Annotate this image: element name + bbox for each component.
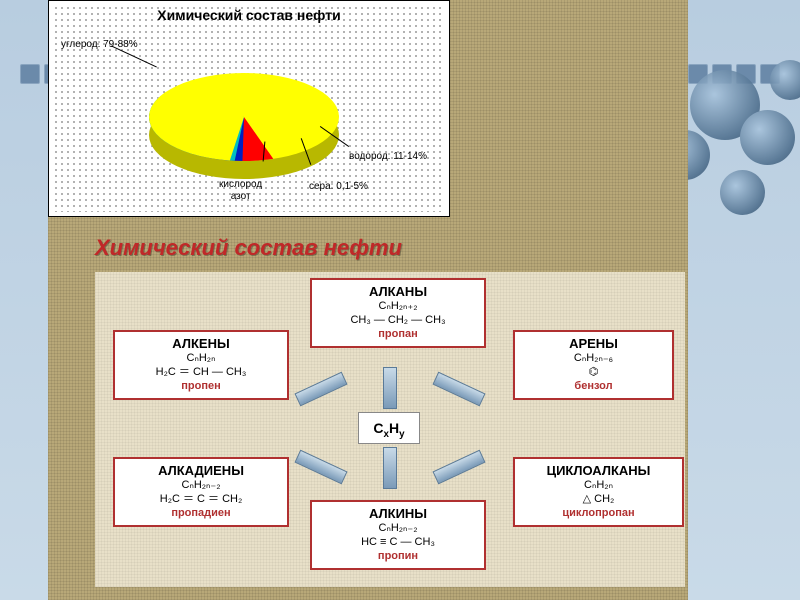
card-example: ⌬: [521, 366, 666, 380]
card-species: пропадиен: [121, 507, 281, 521]
arrow-dr: [432, 450, 485, 485]
card-example: HC ≡ C — CH₃: [318, 536, 478, 550]
pie-title: Химический состав нефти: [49, 7, 449, 23]
card-alkenes: АЛКЕНЫCₙH₂ₙH₂C ＝ CH — CH₃пропен: [113, 330, 289, 400]
card-name: АРЕНЫ: [521, 336, 666, 352]
arrow-down: [383, 447, 397, 489]
card-alkadienes: АЛКАДИЕНЫCₙH₂ₙ₋₂H₂C ＝ C ＝ CH₂пропадиен: [113, 457, 289, 527]
card-example: H₂C ＝ CH — CH₃: [121, 366, 281, 380]
hydrocarbon-diagram: CxHy АЛКАНЫCₙH₂ₙ₊₂CH₃ — CH₂ — CH₃пропанА…: [95, 272, 685, 587]
arrow-ul: [294, 372, 347, 407]
card-name: АЛКАНЫ: [318, 284, 478, 300]
pie-3d: [149, 61, 339, 171]
card-species: пропан: [318, 328, 478, 342]
arrow-dl: [294, 450, 347, 485]
card-name: АЛКИНЫ: [318, 506, 478, 522]
card-formula: CₙH₂ₙ₋₂: [318, 522, 478, 536]
card-name: ЦИКЛОАЛКАНЫ: [521, 463, 676, 479]
card-formula: CₙH₂ₙ: [521, 479, 676, 493]
card-formula: CₙH₂ₙ₊₂: [318, 300, 478, 314]
card-example: △ CH₂: [521, 493, 676, 507]
card-name: АЛКЕНЫ: [121, 336, 281, 352]
card-formula: CₙH₂ₙ₋₆: [521, 352, 666, 366]
center-formula: CxHy: [358, 412, 420, 444]
label-carbon: углерод: 79-88%: [61, 39, 138, 51]
card-species: циклопропан: [521, 507, 676, 521]
card-alkynes: АЛКИНЫCₙH₂ₙ₋₂HC ≡ C — CH₃пропин: [310, 500, 486, 570]
card-cycloalkanes: ЦИКЛОАЛКАНЫCₙH₂ₙ△ CH₂циклопропан: [513, 457, 684, 527]
card-arenes: АРЕНЫCₙH₂ₙ₋₆⌬бензол: [513, 330, 674, 400]
card-species: пропен: [121, 380, 281, 394]
arrow-up: [383, 367, 397, 409]
card-example: CH₃ — CH₂ — CH₃: [318, 314, 478, 328]
label-oxygen-nitrogen: кислород азот: [219, 179, 262, 203]
arrow-ur: [432, 372, 485, 407]
card-species: бензол: [521, 380, 666, 394]
card-species: пропин: [318, 550, 478, 564]
card-alkanes: АЛКАНЫCₙH₂ₙ₊₂CH₃ — CH₂ — CH₃пропан: [310, 278, 486, 348]
card-example: H₂C ＝ C ＝ CH₂: [121, 493, 281, 507]
pie-chart-panel: Химический состав нефти углерод: 79-88% …: [48, 0, 450, 217]
card-formula: CₙH₂ₙ: [121, 352, 281, 366]
label-hydrogen: водород: 11-14%: [349, 151, 427, 163]
card-formula: CₙH₂ₙ₋₂: [121, 479, 281, 493]
card-name: АЛКАДИЕНЫ: [121, 463, 281, 479]
main-title: Химический состав нефти: [95, 235, 402, 261]
label-sulfur: сера: 0,1-5%: [309, 181, 368, 193]
